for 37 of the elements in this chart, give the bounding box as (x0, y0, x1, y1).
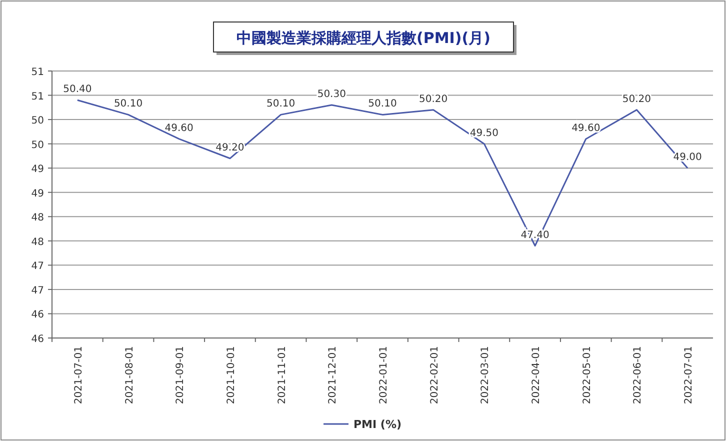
data-label: 50.40 (63, 84, 92, 96)
data-label: 49.60 (164, 122, 194, 134)
x-tick-label: 2021-11-01 (276, 346, 288, 404)
data-label: 49.60 (572, 122, 600, 134)
y-tick-label: 47 (31, 285, 44, 296)
x-tick-label: 2022-03-01 (480, 346, 492, 404)
x-tick-label: 2022-01-01 (378, 346, 390, 404)
data-label: 50.10 (114, 98, 143, 110)
data-label: 50.20 (419, 94, 448, 105)
x-tick-label: 2021-09-01 (175, 346, 186, 404)
y-tick-label: 50 (31, 140, 44, 151)
y-tick-label: 51 (31, 67, 44, 78)
data-label: 50.10 (368, 98, 397, 110)
x-tick-label: 2021-12-01 (328, 346, 339, 404)
data-label: 50.10 (266, 98, 296, 110)
data-label: 50.20 (622, 94, 652, 105)
y-tick-label: 50 (31, 116, 44, 127)
x-tick-label: 2021-08-01 (124, 346, 136, 404)
data-label: 49.50 (470, 128, 499, 139)
x-tick-label: 2022-04-01 (531, 346, 542, 404)
y-tick-label: 46 (31, 334, 44, 345)
y-tick-label: 48 (31, 236, 44, 248)
y-tick-label: 47 (31, 261, 44, 272)
y-tick-label: 49 (31, 164, 44, 176)
y-tick-label: 48 (31, 212, 44, 224)
x-tick-label: 2022-02-01 (429, 346, 440, 404)
chart-title: 中國製造業採購經理人指數(PMI)(月) (236, 29, 490, 47)
x-tick-label: 2022-05-01 (582, 346, 593, 404)
x-tick-label: 2021-10-01 (226, 346, 237, 404)
x-tick-label: 2022-06-01 (632, 346, 644, 404)
x-tick-label: 2022-07-01 (684, 346, 695, 404)
legend-label: PMI (%) (354, 418, 402, 431)
y-tick-label: 51 (31, 91, 44, 102)
x-tick-label: 2021-07-01 (73, 346, 84, 404)
y-tick-label: 46 (31, 310, 44, 321)
data-label: 50.30 (317, 88, 346, 100)
y-tick-label: 49 (31, 188, 44, 200)
